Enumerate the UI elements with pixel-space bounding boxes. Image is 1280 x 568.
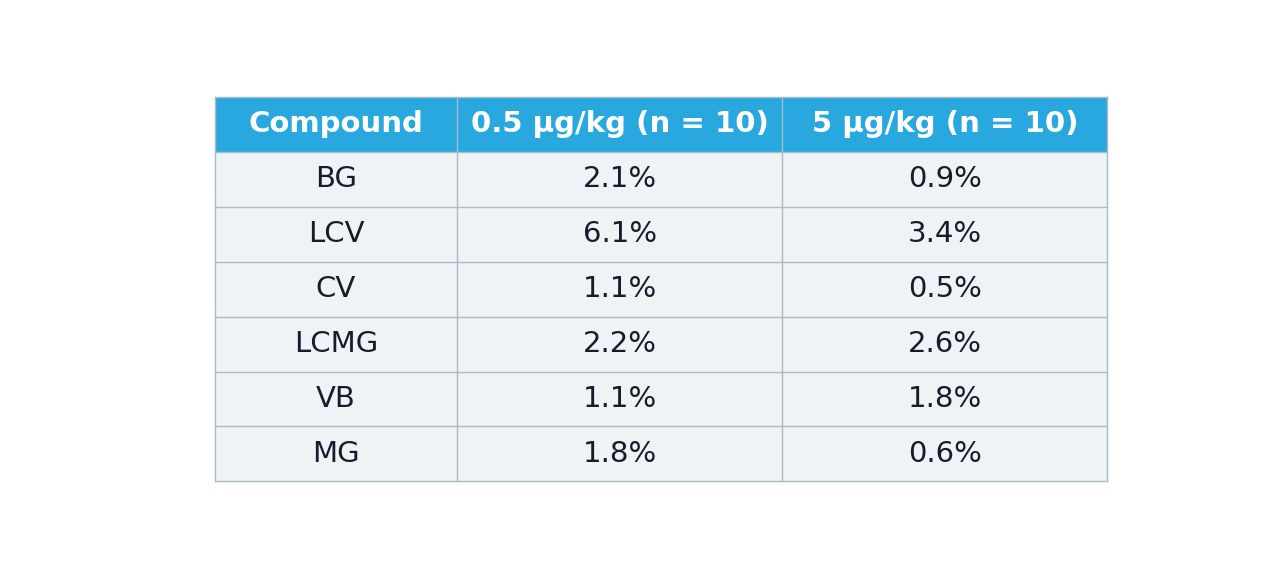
Bar [215, 152, 457, 207]
Bar [457, 427, 782, 482]
Bar [782, 97, 1107, 152]
Text: VB: VB [316, 385, 356, 413]
Text: 0.5%: 0.5% [908, 275, 982, 303]
Bar [782, 261, 1107, 316]
Bar [457, 316, 782, 371]
Text: LCMG: LCMG [294, 330, 378, 358]
Text: 5 μg/kg (n = 10): 5 μg/kg (n = 10) [812, 110, 1078, 138]
Text: 2.6%: 2.6% [908, 330, 982, 358]
Text: CV: CV [316, 275, 356, 303]
Bar [782, 371, 1107, 427]
Text: 0.6%: 0.6% [908, 440, 982, 468]
Text: 1.8%: 1.8% [582, 440, 657, 468]
Bar [782, 427, 1107, 482]
Text: 2.2%: 2.2% [582, 330, 657, 358]
Text: 3.4%: 3.4% [908, 220, 982, 248]
Bar [782, 207, 1107, 261]
Text: Compound: Compound [248, 110, 424, 138]
Bar [215, 427, 457, 482]
Bar [215, 207, 457, 261]
Text: 2.1%: 2.1% [582, 165, 657, 193]
Bar [457, 371, 782, 427]
Text: LCV: LCV [307, 220, 365, 248]
Text: 1.1%: 1.1% [582, 385, 657, 413]
Text: 1.1%: 1.1% [582, 275, 657, 303]
Bar [457, 261, 782, 316]
Text: MG: MG [312, 440, 360, 468]
Bar [782, 316, 1107, 371]
Bar [215, 371, 457, 427]
Text: 6.1%: 6.1% [582, 220, 657, 248]
Bar [215, 97, 457, 152]
Bar [457, 207, 782, 261]
Text: 0.9%: 0.9% [908, 165, 982, 193]
Text: 0.5 μg/kg (n = 10): 0.5 μg/kg (n = 10) [471, 110, 769, 138]
Bar [215, 261, 457, 316]
Bar [215, 316, 457, 371]
Bar [457, 97, 782, 152]
Bar [457, 152, 782, 207]
Text: 1.8%: 1.8% [908, 385, 982, 413]
Bar [782, 152, 1107, 207]
Text: BG: BG [315, 165, 357, 193]
